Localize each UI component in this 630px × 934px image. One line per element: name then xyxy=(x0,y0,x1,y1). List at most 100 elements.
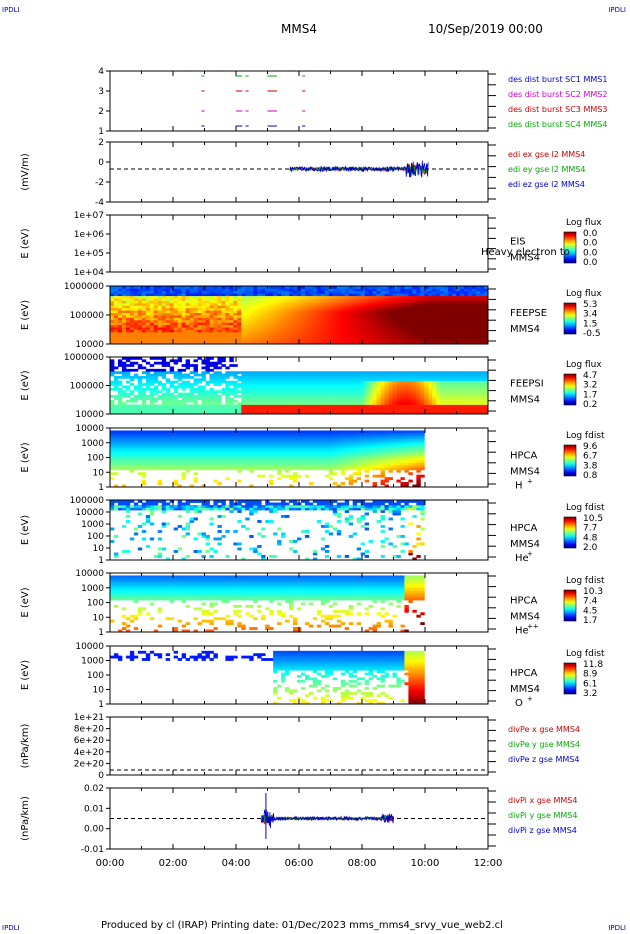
feepse-heatmap-cell xyxy=(416,327,421,330)
feepsi-heatmap-cell xyxy=(348,371,354,375)
feepse-heatmap-cell xyxy=(205,317,210,321)
feepse-heatmap-cell xyxy=(480,293,485,297)
feepse-heatmap-cell xyxy=(460,286,465,289)
feepsi-heatmap-cell xyxy=(344,387,350,391)
feepsi-heatmap-cell xyxy=(245,402,250,405)
feepse-heatmap-cell xyxy=(129,300,135,304)
feepse-heatmap-cell xyxy=(312,341,318,345)
feepse-heatmap-cell xyxy=(456,310,461,313)
feepsi-heatmap-cell xyxy=(392,404,397,408)
hpca_h-heatmap-cell xyxy=(233,455,238,458)
hpca_h-heatmap-cell xyxy=(285,462,290,466)
feepsi-heatmap-cell xyxy=(444,387,449,391)
feepse-heatmap-cell xyxy=(408,298,413,301)
feepse-heatmap-cell xyxy=(261,293,266,297)
hpca_h-heatmap-cell xyxy=(261,464,266,468)
feepsi-heatmap-cell xyxy=(332,411,338,415)
feepse-heatmap-cell xyxy=(432,315,437,318)
feepse-heatmap-cell xyxy=(221,295,226,299)
hpca_h-heatmap-cell xyxy=(137,437,143,441)
feepse-heatmap-cell xyxy=(177,312,183,316)
hpca_h-heatmap-cell xyxy=(173,447,179,451)
feepsi-heatmap-cell xyxy=(396,397,401,401)
feepsi-heatmap-cell xyxy=(476,411,481,415)
feepse-heatmap-cell xyxy=(121,295,127,299)
feepsi-heatmap-cell xyxy=(376,411,381,415)
feepsi-heatmap-cell xyxy=(388,387,393,391)
feepse-heatmap-cell xyxy=(125,336,131,340)
feepse-heatmap-cell xyxy=(225,305,230,309)
hpca_h-heatmap-cell xyxy=(285,432,290,436)
feepse-heatmap-cell xyxy=(121,334,127,338)
feepse-heatmap-cell xyxy=(392,286,397,289)
feepse-heatmap-cell xyxy=(257,288,262,292)
hpca_h-heatmap-cell xyxy=(141,437,147,441)
feepse-heatmap-cell xyxy=(328,310,334,313)
feepsi-heatmap-cell xyxy=(484,376,489,379)
feepse-heatmap-cell xyxy=(113,339,119,342)
feepse-heatmap-cell xyxy=(324,305,330,309)
feepsi-heatmap-cell xyxy=(460,373,465,377)
feepse-heatmap-cell xyxy=(356,312,362,316)
feepse-heatmap-cell xyxy=(209,293,214,297)
hpca_h-heatmap-cell xyxy=(277,452,282,456)
feepsi-heatmap-cell xyxy=(121,395,127,398)
feepse-heatmap-cell xyxy=(213,293,218,297)
feepsi-heatmap-cell xyxy=(448,387,453,391)
feepsi-heatmap-cell xyxy=(233,371,238,375)
feepsi-heatmap-cell xyxy=(177,402,183,405)
feepsi-heatmap-cell xyxy=(241,378,246,382)
feepse-heatmap-cell xyxy=(380,334,385,338)
feepse-heatmap-cell xyxy=(133,331,139,335)
feepse-heatmap-cell xyxy=(448,310,453,313)
feepse-heatmap-cell xyxy=(440,329,445,333)
feepse-heatmap-cell xyxy=(141,293,147,297)
feepse-heatmap-cell xyxy=(464,336,469,340)
feepsi-heatmap-cell xyxy=(420,402,425,405)
hpca_h-heatmap-cell xyxy=(113,447,119,451)
feepse-heatmap-cell xyxy=(241,312,246,316)
feepsi-heatmap-cell xyxy=(245,390,250,394)
feepse-heatmap-cell xyxy=(404,290,409,294)
feepsi-heatmap-cell xyxy=(217,397,222,401)
feepsi-heatmap-cell xyxy=(201,390,206,394)
feepse-heatmap-cell xyxy=(281,305,286,309)
feepsi-heatmap-cell xyxy=(432,373,437,377)
feepse-heatmap-cell xyxy=(289,319,294,323)
feepsi-heatmap-cell xyxy=(169,383,175,386)
feepsi-heatmap-cell xyxy=(229,409,234,413)
feepse-heatmap-cell xyxy=(328,317,334,321)
feepse-heatmap-cell xyxy=(356,319,362,323)
feepsi-heatmap-cell xyxy=(476,385,481,389)
feepsi-heatmap-cell xyxy=(440,406,445,410)
feepse-heatmap-cell xyxy=(193,305,198,309)
feepse-heatmap-cell xyxy=(388,290,393,294)
feepsi-heatmap-cell xyxy=(165,361,171,365)
feepsi-heatmap-cell xyxy=(257,406,262,410)
hpca_h-heatmap-cell xyxy=(149,450,155,453)
feepse-heatmap-cell xyxy=(225,307,230,311)
feepsi-heatmap-cell xyxy=(388,380,393,384)
feepse-heatmap-cell xyxy=(356,290,362,294)
hpca_h-heatmap-cell xyxy=(201,447,206,451)
hpca_h-heatmap-cell xyxy=(110,472,115,476)
feepse-heatmap-cell xyxy=(384,288,389,292)
hpca_h-heatmap-cell xyxy=(241,430,246,434)
hpca_h-heatmap-cell xyxy=(265,432,270,436)
feepsi-heatmap-cell xyxy=(221,376,226,379)
feepsi-heatmap-cell xyxy=(261,376,266,379)
feepsi-heatmap-cell xyxy=(428,392,433,396)
hpca_h-heatmap-cell xyxy=(225,457,230,461)
hpca_h-heatmap-cell xyxy=(245,430,250,434)
hpca_h-heatmap-cell xyxy=(181,447,186,451)
feepse-heatmap-cell xyxy=(285,341,290,345)
feepse-heatmap-cell xyxy=(476,327,481,330)
feepse-heatmap-cell xyxy=(181,324,186,328)
feepse-heatmap-cell xyxy=(253,341,258,345)
feepse-heatmap-cell xyxy=(324,339,330,342)
feepsi-heatmap-cell xyxy=(408,397,413,401)
feepse-heatmap-cell xyxy=(241,324,246,328)
feepsi-heatmap-cell xyxy=(444,380,449,384)
feepsi-heatmap-cell xyxy=(177,395,183,398)
hpca_h-heatmap-cell xyxy=(229,445,234,449)
